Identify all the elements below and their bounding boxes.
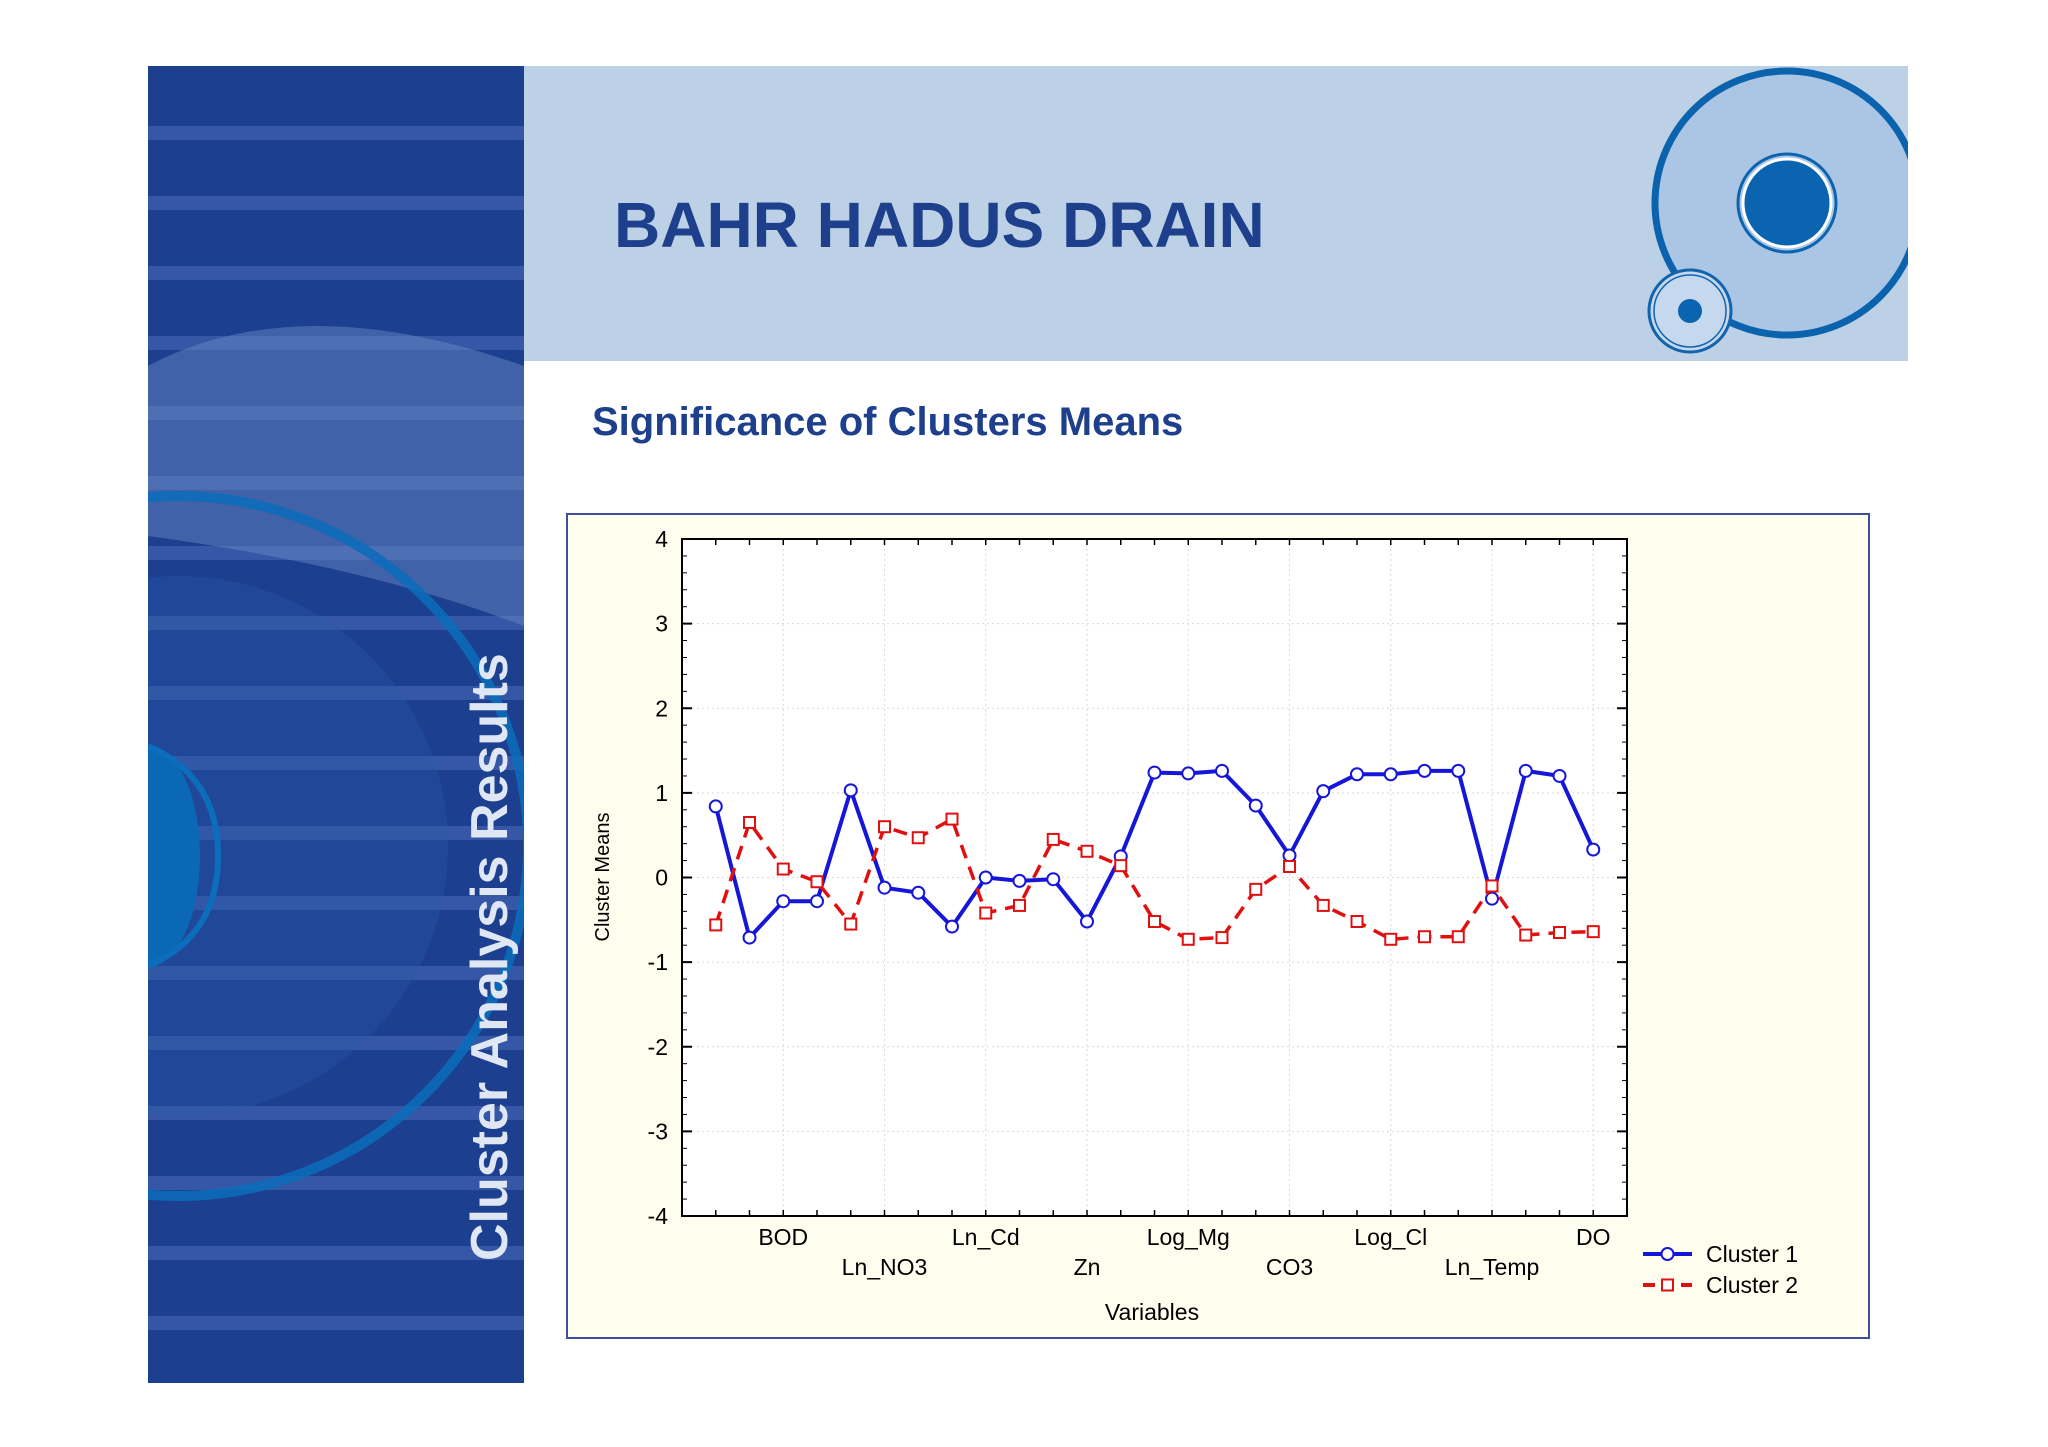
series-2-point <box>1485 879 1499 893</box>
chart-panel: 4 3 2 1 0 -1 -2 -3 -4 BOD Ln_NO3 Ln_Cd Zn Log_Mg CO3 L… <box>566 513 1870 1339</box>
x-tick-label: DO <box>1576 1224 1611 1250</box>
series-layer <box>708 763 1601 946</box>
sidebar-banner: Cluster Analysis Results <box>148 66 524 1383</box>
series-1-point <box>708 799 723 814</box>
series-2-point <box>743 815 756 829</box>
series-2-point <box>1114 859 1128 873</box>
series-1-point <box>1383 767 1398 782</box>
y-tick-label: -1 <box>648 949 668 975</box>
series-2-point <box>1283 859 1296 873</box>
series-1-point <box>1215 763 1229 778</box>
y-tick-label: 0 <box>655 865 668 891</box>
series-2-point <box>1249 882 1263 896</box>
x-tick-label: Ln_Temp <box>1445 1254 1540 1280</box>
series-2-point <box>1046 832 1060 846</box>
legend-marker-2 <box>1661 1278 1674 1292</box>
series-1-point <box>1046 872 1061 887</box>
series-2-point <box>1418 930 1431 944</box>
x-axis-ticks: BOD Ln_NO3 Ln_Cd Zn Log_Mg CO3 Log_Cl Ln_Temp DO <box>715 539 1611 1280</box>
legend-marker-1 <box>1660 1247 1675 1261</box>
series-1-point <box>810 894 824 909</box>
series-2-point <box>1181 932 1195 946</box>
y-tick-label: 4 <box>655 526 668 552</box>
series-2-point <box>1148 915 1161 929</box>
x-tick-label: Zn <box>1074 1254 1101 1280</box>
y-tick-label: 1 <box>655 780 668 806</box>
legend-label-1: Cluster 1 <box>1706 1241 1798 1267</box>
x-tick-label: Ln_Cd <box>952 1224 1020 1250</box>
series-1-point <box>1518 763 1533 778</box>
series-1-point <box>1248 798 1263 813</box>
plot-area <box>681 538 1628 1217</box>
series-1-point <box>843 783 858 798</box>
series-1-point <box>1350 767 1364 782</box>
y-axis-label: Cluster Means <box>592 813 614 942</box>
header-band <box>524 66 1908 361</box>
series-2-point <box>911 831 925 845</box>
series-2-point <box>1519 928 1533 942</box>
y-tick-label: -3 <box>648 1118 668 1144</box>
y-tick-label: 2 <box>655 695 668 721</box>
header-decoration <box>1647 67 1908 354</box>
section-subtitle: Significance of Clusters Means <box>592 400 1184 444</box>
series-1-point <box>742 930 757 945</box>
page-title: BAHR HADUS DRAIN <box>614 189 1265 261</box>
series-2-point <box>1586 925 1600 939</box>
series-1-point <box>1552 768 1567 783</box>
y-tick-label: -2 <box>648 1034 668 1060</box>
series-2-point <box>1451 930 1465 944</box>
series-2-point <box>1384 932 1398 946</box>
series-2-point <box>1080 844 1094 858</box>
sidebar-decoration <box>148 66 524 1383</box>
x-tick-label: Log_Mg <box>1147 1224 1230 1250</box>
series-2-point <box>1215 931 1229 945</box>
series-1-point <box>1147 765 1162 780</box>
x-axis-label: Variables <box>1105 1299 1199 1325</box>
series-2-point <box>1553 926 1566 940</box>
series-2-point <box>945 812 959 826</box>
series-2-point <box>776 862 790 876</box>
series-1-point <box>978 870 993 885</box>
legend-label-2: Cluster 2 <box>1706 1272 1798 1298</box>
series-1-point <box>877 880 892 895</box>
series-1-point <box>1586 842 1601 857</box>
series-2 <box>709 812 1600 946</box>
x-tick-label: CO3 <box>1266 1254 1313 1280</box>
series-1-point <box>911 885 926 900</box>
series-2-point <box>810 875 824 889</box>
series-2-point <box>1316 898 1330 912</box>
series-2-point <box>878 820 891 834</box>
chart-legend: Cluster 1 Cluster 2 <box>1643 1241 1798 1298</box>
series-1-point <box>1316 784 1331 799</box>
series-2-point <box>1350 915 1364 929</box>
series-1-point <box>945 919 959 934</box>
series-2-point <box>979 906 993 920</box>
series-2-point <box>709 918 723 932</box>
series-1 <box>708 763 1601 945</box>
series-1-point <box>1181 766 1196 781</box>
series-1-point <box>1012 873 1027 888</box>
series-2-line <box>714 817 1594 942</box>
y-tick-label: -4 <box>648 1203 669 1229</box>
series-1-point <box>1080 914 1094 929</box>
series-2-point <box>1013 898 1026 912</box>
series-1-point <box>1485 891 1499 906</box>
series-2-point <box>844 917 858 931</box>
series-1-point <box>1282 848 1297 863</box>
series-1-point <box>1451 763 1466 778</box>
x-tick-label: BOD <box>758 1224 808 1250</box>
y-tick-label: 3 <box>655 611 668 637</box>
line-chart: 4 3 2 1 0 -1 -2 -3 -4 BOD Ln_NO3 Ln_Cd Zn Log_Mg CO3 L… <box>592 526 1798 1325</box>
side-title: Cluster Analysis Results <box>461 653 519 1261</box>
x-tick-label: Log_Cl <box>1354 1224 1427 1250</box>
series-1-point <box>776 894 791 909</box>
y-axis-ticks: 4 3 2 1 0 -1 -2 -3 -4 <box>648 526 1627 1229</box>
x-tick-label: Ln_NO3 <box>842 1254 928 1280</box>
series-1-point <box>1417 763 1432 778</box>
